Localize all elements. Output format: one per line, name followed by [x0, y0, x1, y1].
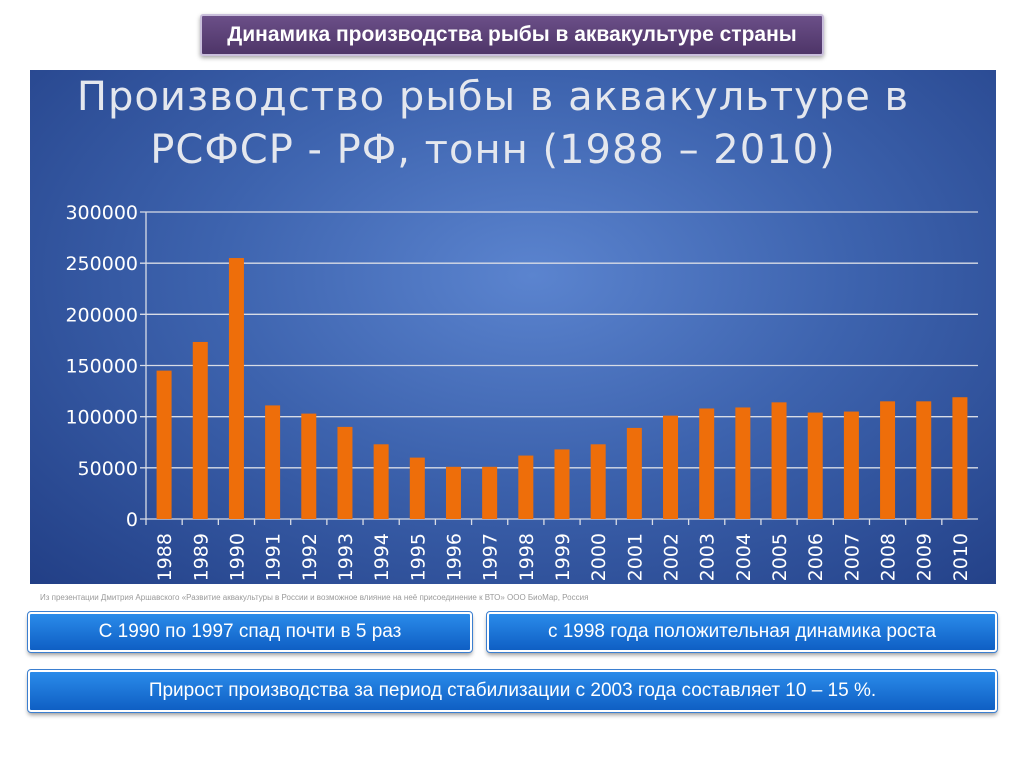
- x-category-label: 1998: [516, 533, 538, 581]
- bar-2003: [699, 408, 715, 519]
- bar-1999: [554, 449, 570, 519]
- bar-1995: [409, 457, 425, 519]
- increase-info-box: Прирост производства за период стабилиза…: [27, 669, 998, 713]
- x-category-label: 2001: [624, 533, 646, 581]
- bar-2005: [771, 402, 787, 519]
- x-category-label: 2008: [878, 533, 900, 581]
- x-axis-labels: 1988 1989 1990 1991 1992 1993 1994 1995 1996 1997…: [154, 533, 972, 581]
- bar-2004: [735, 407, 751, 519]
- bars: [145, 258, 968, 525]
- bar-2009: [916, 401, 932, 519]
- chart-title-line-2: РСФСР - РФ, тонн (1988 – 2010): [150, 127, 835, 173]
- y-tick-label: 300000: [65, 202, 138, 224]
- x-category-label: 2002: [661, 533, 683, 581]
- bar-1991: [265, 405, 281, 519]
- bar-2001: [626, 427, 642, 519]
- bar-2002: [663, 415, 679, 519]
- bar-1993: [337, 426, 353, 519]
- x-category-label: 1994: [371, 533, 393, 581]
- y-tick-label: 200000: [65, 304, 138, 326]
- bar-1992: [301, 413, 317, 519]
- bar-2006: [807, 412, 823, 519]
- bar-1996: [445, 466, 461, 519]
- x-category-label: 2007: [841, 533, 863, 581]
- y-tick-label: 0: [126, 509, 138, 531]
- bar-1990: [228, 258, 244, 519]
- x-category-label: 1997: [480, 533, 502, 581]
- x-category-label: 1989: [190, 533, 212, 581]
- x-category-label: 2009: [914, 533, 936, 581]
- source-note: Из презентации Дмитрия Аршавского «Разви…: [40, 593, 589, 602]
- y-axis-ticks: 0 50000 100000 150000 200000 250000 300000: [65, 202, 138, 531]
- x-category-label: 1999: [552, 533, 574, 581]
- growth-text: с 1998 года положительная динамика роста: [547, 621, 937, 642]
- x-category-label: 1996: [443, 533, 465, 581]
- x-category-label: 1988: [154, 533, 176, 581]
- increase-text: Прирост производства за период стабилиза…: [148, 680, 877, 701]
- bar-2008: [880, 401, 896, 519]
- x-category-label: 1995: [407, 533, 429, 581]
- x-category-label: 1993: [335, 533, 357, 581]
- x-category-label: 2000: [588, 533, 610, 581]
- decline-text: С 1990 по 1997 спад почти в 5 раз: [98, 621, 402, 642]
- y-tick-label: 150000: [65, 356, 138, 378]
- bar-1988: [156, 370, 172, 519]
- chart-title-line-1: Производство рыбы в аквакультуре в: [77, 74, 909, 120]
- bar-2000: [590, 444, 606, 519]
- bar-chart: Производство рыбы в аквакультуре в РСФСР…: [65, 74, 978, 581]
- bar-1994: [373, 444, 389, 519]
- bar-1989: [192, 341, 208, 519]
- x-category-label: 2010: [950, 533, 972, 581]
- x-category-label: 2005: [769, 533, 791, 581]
- x-category-label: 2004: [733, 533, 755, 581]
- bar-1998: [518, 455, 534, 519]
- y-tick-label: 50000: [78, 458, 138, 480]
- chart-panel: Производство рыбы в аквакультуре в РСФСР…: [30, 70, 996, 584]
- y-tick-label: 100000: [65, 407, 138, 429]
- bar-2010: [952, 397, 968, 519]
- x-category-label: 1992: [299, 533, 321, 581]
- x-category-label: 2003: [697, 533, 719, 581]
- bar-2007: [843, 411, 859, 519]
- x-category-label: 1991: [263, 533, 285, 581]
- slide-title-banner: Динамика производства рыбы в аквакультур…: [200, 14, 824, 56]
- growth-info-box: с 1998 года положительная динамика роста: [486, 611, 998, 653]
- x-category-label: 2006: [805, 533, 827, 581]
- slide-title: Динамика производства рыбы в аквакультур…: [227, 23, 797, 46]
- y-tick-label: 250000: [65, 253, 138, 275]
- x-category-label: 1990: [226, 533, 248, 581]
- bar-1997: [482, 466, 498, 519]
- decline-info-box: С 1990 по 1997 спад почти в 5 раз: [27, 611, 473, 653]
